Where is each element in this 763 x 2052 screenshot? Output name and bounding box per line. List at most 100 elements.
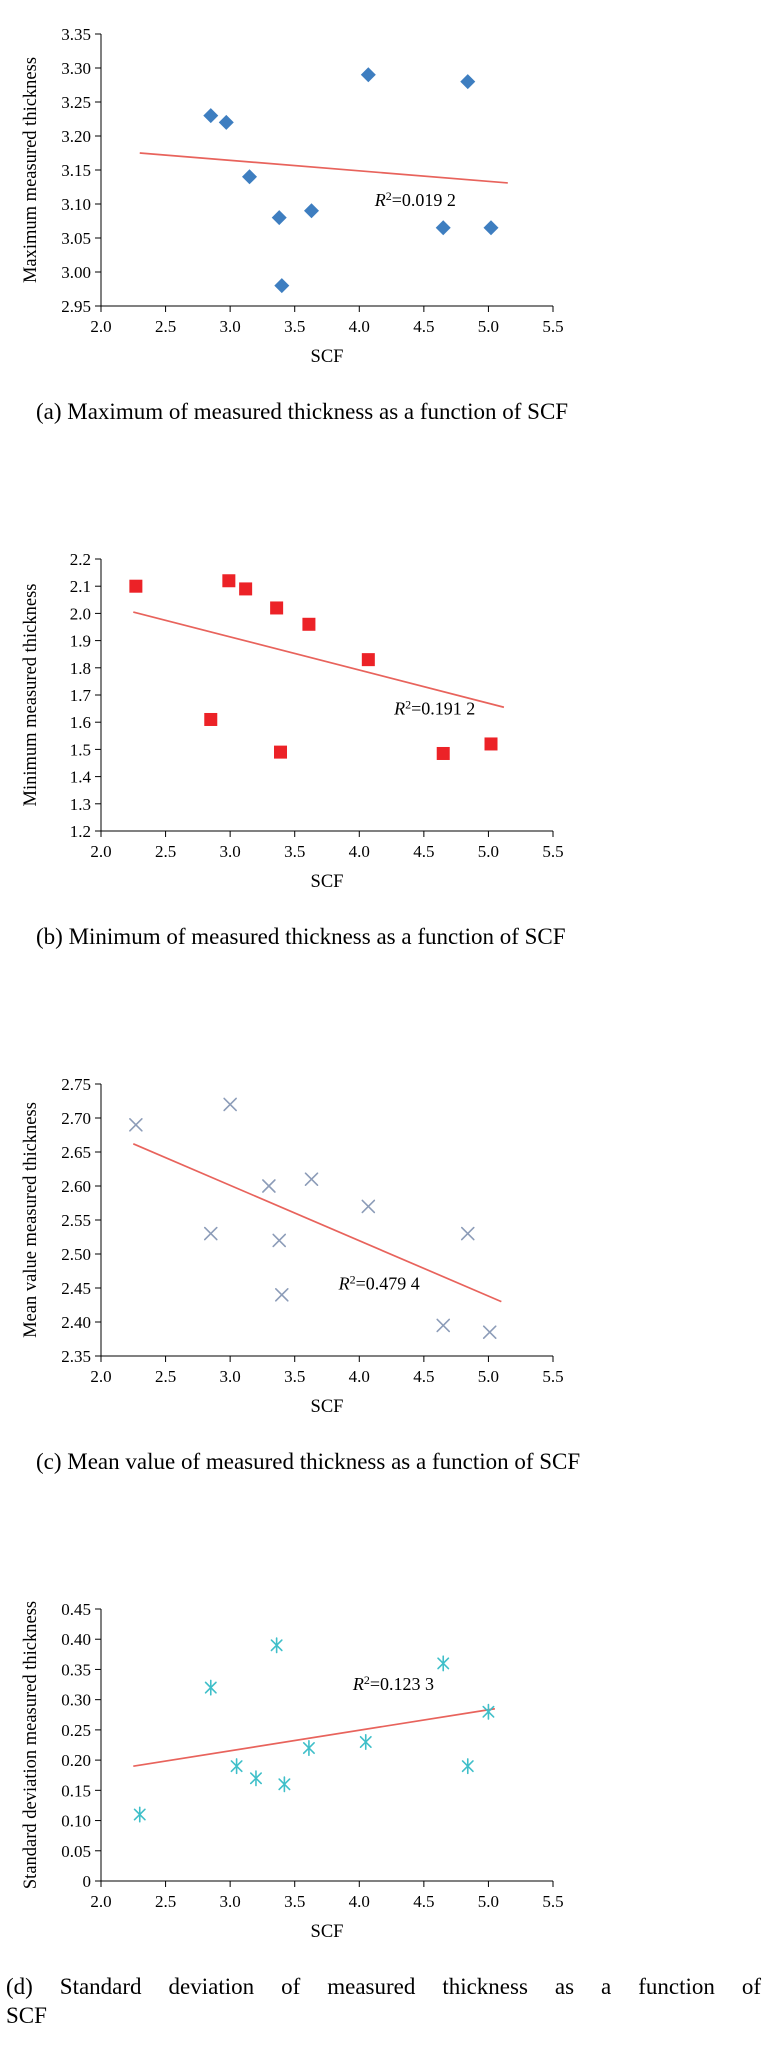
chart-d-block: 0 0.05 0.10 0.15 0.20 0.25 0.30 0.35 0.40 0.45 2.0… [6,1589,763,2031]
y-tick-label: 2.70 [61,1109,91,1128]
x-tick-label: 4.0 [349,1367,370,1386]
y-tick-label: 2.50 [61,1245,91,1264]
chart-d-caption-line1: (d) Standard deviation of measured thick… [6,1973,761,1999]
y-tick-label: 0.45 [61,1600,91,1619]
x-axis-title: SCF [311,1397,344,1417]
x-tick-label: 4.0 [349,1892,370,1911]
y-tick-label: 3.35 [61,25,91,44]
chart-b-scatter: 1.2 1.3 1.4 1.5 1.6 1.7 1.8 1.9 2.0 2.1 2.2 2.0 2.5 3… [21,550,564,892]
x-tick-label: 5.0 [478,1367,499,1386]
x-tick-label: 4.5 [413,1892,434,1911]
data-point-asterisk [278,1776,291,1793]
chart-c-block: 2.35 2.40 2.45 2.50 2.55 2.60 2.65 2.70 2.75 2.0 2… [6,1064,763,1477]
x-tick-label: 2.0 [90,842,111,861]
data-point-diamond [271,210,287,226]
data-point-cross [223,1097,237,1112]
x-tick-label: 5.5 [542,317,563,336]
data-point-square [274,745,288,759]
y-tick-label: 1.9 [70,632,91,651]
data-point-diamond [304,203,320,219]
x-tick-label: 5.5 [542,1892,563,1911]
y-tick-label: 0.35 [61,1660,91,1679]
y-tick-label: 0.15 [61,1781,91,1800]
chart-c-scatter: 2.35 2.40 2.45 2.50 2.55 2.60 2.65 2.70 2.75 2.0 2… [21,1075,564,1417]
data-point-square [436,746,450,760]
data-point-asterisk [249,1770,262,1787]
data-point-asterisk [270,1637,283,1654]
x-tick-label: 5.5 [542,842,563,861]
data-point-square [129,579,143,593]
x-tick-label: 5.0 [478,317,499,336]
chart-d-caption: (d) Standard deviation of measured thick… [6,1973,761,2031]
y-tick-label: 0.25 [61,1721,91,1740]
y-tick-label: 2.65 [61,1143,91,1162]
data-point-diamond [460,74,476,90]
x-tick-label: 2.5 [155,1367,176,1386]
x-tick-label: 3.0 [220,842,241,861]
data-point-diamond [203,108,219,124]
data-point-cross [361,1199,376,1214]
data-point-cross [272,1233,287,1248]
x-tick-label: 3.5 [284,1892,305,1911]
y-axis-title: Minimum measured thickness [21,583,41,806]
x-tick-label: 4.5 [413,317,434,336]
data-point-cross [274,1287,289,1302]
y-tick-label: 1.2 [70,822,91,841]
r-squared-label: R2=0.019 2 [374,189,456,210]
x-tick-label: 2.0 [90,1367,111,1386]
chart-a-scatter: 2.95 3.00 3.05 3.10 3.15 3.20 3.25 3.30 3.35 2.0 2… [21,25,564,367]
y-tick-label: 3.25 [61,93,91,112]
data-point-diamond [483,220,499,236]
x-tick-label: 5.0 [478,1892,499,1911]
data-point-cross [436,1318,451,1333]
x-tick-label: 3.0 [220,1367,241,1386]
x-tick-label: 2.0 [90,317,111,336]
y-tick-label: 3.05 [61,229,91,248]
r-squared-label: R2=0.123 3 [352,1673,434,1694]
data-point-cross [304,1172,319,1186]
data-point-square [239,582,253,596]
data-point-asterisk [133,1806,146,1823]
data-point-cross [129,1117,143,1132]
data-point-square [204,712,218,726]
y-axis-title: Mean value measured thickness [21,1102,41,1338]
x-tick-label: 2.5 [155,317,176,336]
x-tick-label: 5.0 [478,842,499,861]
trend-line [133,611,505,709]
chart-a-block: 2.95 3.00 3.05 3.10 3.15 3.20 3.25 3.30 3.35 2.0 2… [6,14,763,427]
y-tick-label: 0 [83,1872,92,1891]
x-axis-title: SCF [311,872,344,892]
y-tick-label: 3.15 [61,161,91,180]
x-axis-title: SCF [311,347,344,367]
y-tick-label: 0.40 [61,1630,91,1649]
data-point-asterisk [461,1758,474,1775]
chart-d-caption-line2: SCF [6,2002,47,2028]
y-axis-title: Maximum measured thickness [21,57,41,283]
y-tick-label: 2.60 [61,1177,91,1196]
x-tick-label: 5.5 [542,1367,563,1386]
y-tick-label: 2.35 [61,1347,91,1366]
y-tick-label: 1.8 [70,659,91,678]
data-point-asterisk [482,1703,495,1720]
chart-d-scatter: 0 0.05 0.10 0.15 0.20 0.25 0.30 0.35 0.40 0.45 2.0… [21,1600,564,1942]
trend-line [133,1707,496,1767]
chart-c-caption: (c) Mean value of measured thickness as … [36,1448,581,1474]
x-tick-label: 4.5 [413,842,434,861]
y-tick-label: 1.6 [70,713,91,732]
chart-b-caption: (b) Minimum of measured thickness as a f… [36,923,566,949]
y-tick-label: 3.10 [61,195,91,214]
data-point-square [222,574,236,588]
x-tick-label: 4.0 [349,842,370,861]
data-point-cross [203,1226,218,1241]
data-point-diamond [274,278,290,294]
data-point-square [270,601,284,615]
x-tick-label: 3.0 [220,317,241,336]
data-point-asterisk [230,1758,243,1775]
y-tick-label: 1.4 [70,768,92,787]
y-tick-label: 2.55 [61,1211,91,1230]
data-point-cross [460,1226,475,1241]
data-point-cross [482,1325,497,1339]
data-point-asterisk [302,1739,315,1756]
data-point-asterisk [437,1655,450,1672]
